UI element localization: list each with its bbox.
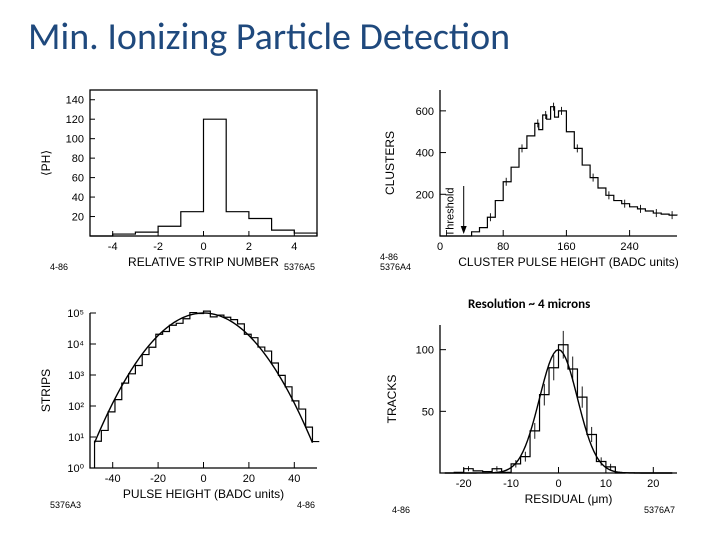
svg-text:CLUSTER PULSE HEIGHT (BA: CLUSTER PULSE HEIGHT (BADC units): [458, 255, 679, 269]
svg-text:20: 20: [647, 478, 659, 490]
svg-text:10¹: 10¹: [68, 432, 84, 444]
svg-text:4-86: 4-86: [297, 500, 315, 510]
panel-cluster-pulse: 200 400 600 0 80 160 240 Threshold CLUSTER PULSE…: [372, 78, 692, 293]
svg-text:80: 80: [72, 153, 84, 165]
svg-text:20: 20: [72, 212, 84, 224]
svg-text:10: 10: [600, 478, 612, 490]
svg-text:5376A4: 5376A4: [380, 262, 411, 272]
svg-text:4-86: 4-86: [50, 262, 68, 272]
svg-text:-2: -2: [153, 241, 163, 253]
svg-text:50: 50: [422, 406, 434, 418]
svg-text:4-86: 4-86: [380, 252, 398, 262]
svg-text:2: 2: [246, 241, 252, 253]
svg-text:5376A7: 5376A7: [644, 505, 675, 513]
svg-text:600: 600: [416, 106, 434, 118]
svg-text:140: 140: [66, 95, 84, 107]
svg-text:10²: 10²: [68, 401, 84, 413]
svg-text:240: 240: [620, 241, 638, 253]
svg-text:20: 20: [243, 473, 255, 485]
svg-text:-40: -40: [105, 473, 121, 485]
page-title: Min. Ionizing Particle Detection: [0, 0, 720, 60]
svg-text:5376A3: 5376A3: [50, 500, 81, 510]
svg-text:100: 100: [416, 345, 434, 357]
svg-text:⟨PH⟩: ⟨PH⟩: [39, 150, 53, 176]
svg-text:60: 60: [72, 173, 84, 185]
svg-text:400: 400: [416, 148, 434, 160]
svg-text:10⁴: 10⁴: [67, 339, 84, 351]
panel-strips-pulse: 10⁰ 10¹ 10² 10³ 10⁴ 10⁵ -40 -20 0 20 40 PULSE HEIGH…: [32, 303, 342, 518]
svg-text:100: 100: [66, 134, 84, 146]
svg-text:-10: -10: [503, 478, 519, 490]
svg-text:5376A5: 5376A5: [284, 262, 315, 272]
svg-text:0: 0: [200, 473, 206, 485]
panel-residual: Resolution ~ 4 microns 50100-20-1001020R…: [372, 303, 692, 518]
svg-text:0: 0: [200, 241, 206, 253]
svg-text:CLUSTERS: CLUSTERS: [383, 131, 397, 195]
svg-text:160: 160: [557, 241, 575, 253]
svg-text:10³: 10³: [68, 370, 84, 382]
svg-text:-4: -4: [108, 241, 118, 253]
svg-text:200: 200: [416, 189, 434, 201]
svg-text:0: 0: [437, 241, 443, 253]
chart-bl: 10⁰ 10¹ 10² 10³ 10⁴ 10⁵ -40 -20 0 20 40 PULSE HEIGH…: [32, 303, 332, 513]
svg-text:40: 40: [72, 192, 84, 204]
svg-text:RELATIVE STRIP NUMBER: RELATIVE STRIP NUMBER: [128, 255, 279, 269]
svg-text:TRACKS: TRACKS: [385, 375, 399, 424]
svg-text:RESIDUAL (μm): RESIDUAL (μm): [525, 492, 613, 506]
svg-text:40: 40: [288, 473, 300, 485]
svg-text:10⁵: 10⁵: [67, 308, 84, 320]
panel-relative-strip: 20 40 60 80 100 120 140 -4 -2 0 2 4 RELATIVE STRIP N…: [32, 78, 342, 293]
chart-tl: 20 40 60 80 100 120 140 -4 -2 0 2 4 RELATIVE STRIP N…: [32, 78, 332, 278]
svg-text:80: 80: [497, 241, 509, 253]
chart-br: 50 100 -20 -10 0 10 20 RESIDUAL (μm) TRACKS 4-86 5…: [372, 303, 692, 513]
svg-text:-20: -20: [150, 473, 166, 485]
svg-text:0: 0: [555, 478, 561, 490]
chart-tr: 200 400 600 0 80 160 240 Threshold CLUSTER PULSE…: [372, 78, 692, 278]
resolution-caption: Resolution ~ 4 microns: [468, 297, 590, 312]
svg-text:10⁰: 10⁰: [67, 463, 84, 475]
svg-text:4: 4: [291, 241, 297, 253]
chart-grid: 20406080100120140-4-2024RELATIVE STRIP N…: [32, 78, 692, 518]
svg-text:Threshold: Threshold: [445, 188, 457, 237]
svg-text:4-86: 4-86: [392, 505, 410, 513]
svg-text:PULSE HEIGHT (BADC units): PULSE HEIGHT (BADC units): [123, 487, 284, 501]
svg-text:-20: -20: [456, 478, 472, 490]
svg-text:STRIPS: STRIPS: [39, 369, 53, 412]
svg-text:120: 120: [66, 114, 84, 126]
